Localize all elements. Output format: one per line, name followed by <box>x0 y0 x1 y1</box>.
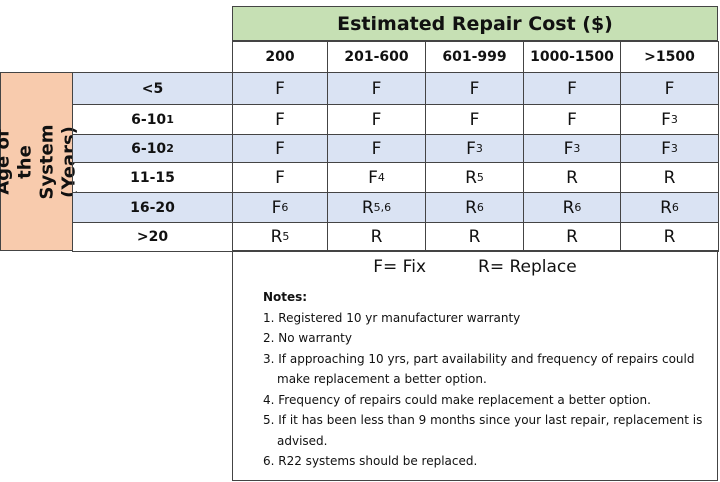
cell-text: 6-10 <box>131 111 167 128</box>
cell-text: F <box>466 138 476 159</box>
table-cell: R <box>327 222 426 252</box>
legend: F= Fix R= Replace <box>233 257 717 277</box>
table-cell: R <box>620 222 719 252</box>
cell-text: 6-10 <box>131 140 167 157</box>
table-cell: F <box>523 104 621 135</box>
row-label: 11-15 <box>72 162 233 193</box>
note-item: 1. Registered 10 yr manufacturer warrant… <box>263 310 521 325</box>
row-label: 16-20 <box>72 192 233 223</box>
column-header: 601-999 <box>425 41 524 73</box>
table-cell: F <box>523 72 621 105</box>
note-item: 3. If approaching 10 yrs, part availabil… <box>263 351 695 387</box>
legend-entry: F= Fix <box>373 257 427 277</box>
note-item: 5. If it has been less than 9 months sin… <box>263 413 703 448</box>
table-cell: R <box>523 162 621 193</box>
row-header: Age of the System (Years) <box>0 72 80 251</box>
legend-entry: R= Replace <box>478 257 577 277</box>
cell-text: F <box>368 167 378 188</box>
cell-text: R <box>465 167 477 188</box>
row-label: <5 <box>72 72 233 105</box>
cell-text: F <box>661 109 671 130</box>
footer-box: F= Fix R= Replace Notes: 1. Registered 10… <box>232 250 718 481</box>
table-cell: R 5,6 <box>327 192 426 223</box>
row-label: >20 <box>72 222 233 252</box>
note-item: 6. R22 systems should be replaced. <box>263 454 478 468</box>
cell-text: R <box>562 197 575 218</box>
table-cell: F <box>425 104 524 135</box>
table-cell: F <box>232 104 328 135</box>
table-cell: F <box>232 72 328 105</box>
table-cell: R <box>620 162 719 193</box>
table-cell: F <box>232 162 328 193</box>
notes: Notes: 1. Registered 10 yr manufacturer … <box>263 287 703 472</box>
table-title: Estimated Repair Cost ($) <box>232 6 718 41</box>
table-cell: F <box>327 104 426 135</box>
row-header-text: Age of the System (Years) <box>0 124 80 199</box>
cell-text: R <box>660 197 672 218</box>
table-cell: F <box>327 72 426 105</box>
cell-text: F <box>563 138 574 159</box>
cell-text: R <box>270 227 283 247</box>
cell-text: R <box>361 197 374 218</box>
cell-text: R <box>465 197 477 218</box>
table-cell: F <box>425 72 524 105</box>
note-item: 2. No warranty <box>263 331 352 345</box>
column-header: 201-600 <box>327 41 426 73</box>
table-cell: F <box>232 134 328 163</box>
cell-text: F <box>661 138 671 159</box>
column-header: >1500 <box>620 41 719 73</box>
table-cell: R <box>425 222 524 252</box>
table-cell: F <box>620 72 719 105</box>
notes-title: Notes: <box>263 290 308 304</box>
row-label: 6-10 2 <box>72 134 233 163</box>
note-item: 4. Frequency of repairs could make repla… <box>263 392 651 407</box>
column-header: 200 <box>232 41 328 73</box>
column-header: 1000-1500 <box>523 41 621 73</box>
table-cell: R <box>523 222 621 252</box>
table-cell: F <box>327 134 426 163</box>
cell-text: F <box>271 197 282 218</box>
row-label: 6-10 1 <box>72 104 233 135</box>
